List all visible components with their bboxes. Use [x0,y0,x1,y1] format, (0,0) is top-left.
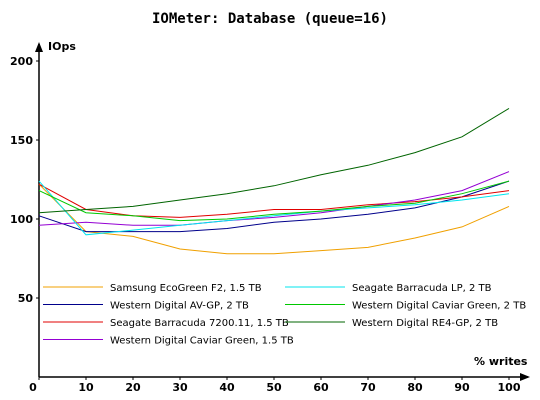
legend: Samsung EcoGreen F2, 1.5 TB Western Digit… [43,283,526,347]
series-line [38,180,510,236]
y-tick-label: 200 [10,55,33,68]
legend-label: Western Digital RE4-GP, 2 TB [352,318,498,329]
x-tick-label: 0 [29,381,37,394]
axes [35,42,530,381]
x-tick-label: 70 [360,381,376,394]
legend-label: Western Digital AV-GP, 2 TB [110,301,249,312]
y-tick-label: 50 [18,292,34,305]
x-tick-label: 80 [407,381,423,394]
x-tick-label: 40 [219,381,235,394]
y-axis-arrow [35,42,43,52]
x-axis-arrow [520,373,530,381]
x-axis-label: % writes [474,355,528,368]
chart-title: IOMeter: Database (queue=16) [152,11,388,27]
x-tick-label: 90 [454,381,470,394]
x-tick-label: 50 [266,381,282,394]
x-tick-label: 60 [313,381,329,394]
x-tick-label: 20 [125,381,141,394]
tick-labels: 50 100 150 200 0 10 20 30 40 50 60 70 80 90 100 [10,55,521,394]
y-tick-label: 100 [10,213,33,226]
legend-label: Seagate Barracuda LP, 2 TB [352,283,492,294]
series-line [38,171,510,226]
legend-label: Western Digital Caviar Green, 2 TB [352,301,526,312]
series-line [38,183,510,218]
series-line [38,183,510,255]
y-axis-label: IOps [48,40,76,53]
series-line [38,180,510,222]
legend-label: Western Digital Caviar Green, 1.5 TB [110,336,294,347]
x-tick-label: 30 [172,381,188,394]
x-tick-label: 10 [78,381,94,394]
y-tick-label: 150 [10,134,33,147]
legend-label: Samsung EcoGreen F2, 1.5 TB [110,283,262,294]
x-tick-label: 100 [498,381,521,394]
series-lines [38,107,510,255]
series-line [38,107,510,214]
legend-label: Seagate Barracuda 7200.11, 1.5 TB [110,318,289,329]
